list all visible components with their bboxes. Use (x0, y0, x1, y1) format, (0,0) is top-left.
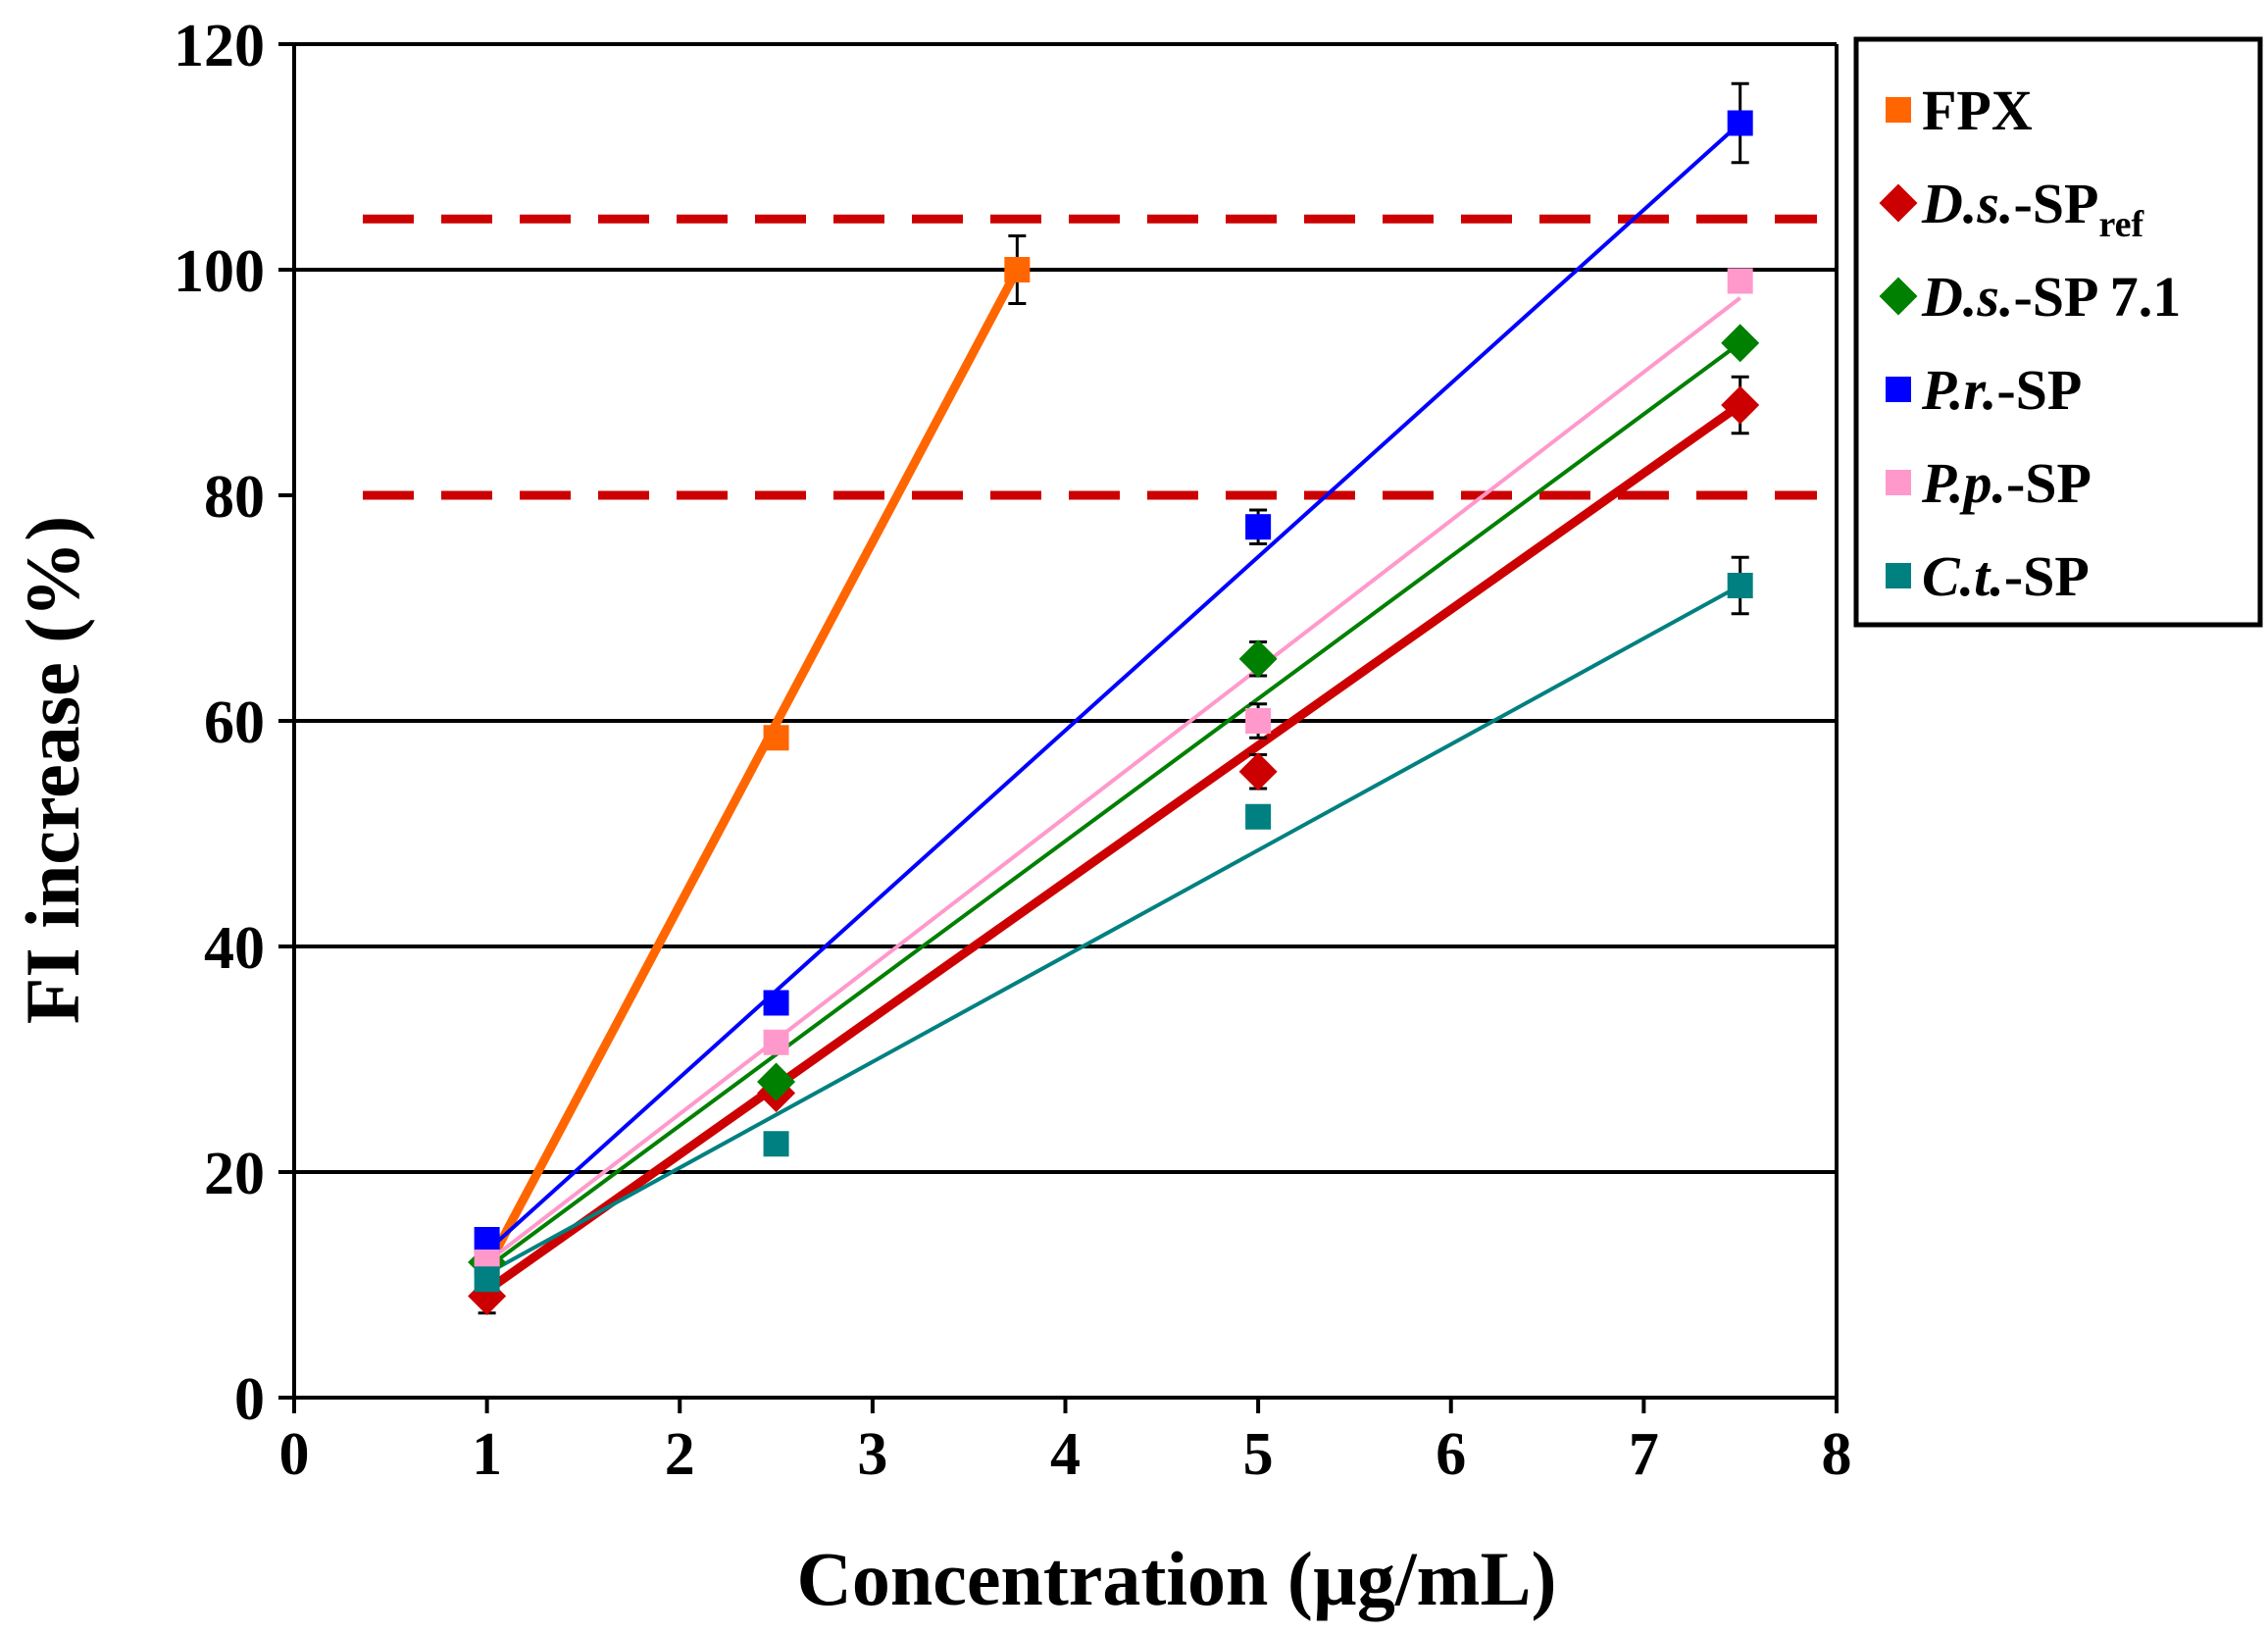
legend: FPX D.s.-SPref D.s.-SP 7.1 P.r.-SP P.p.-SP C.… (1853, 36, 2263, 628)
y-axis-title: FI increase (%) (10, 516, 95, 1024)
y-tick-label-100: 100 (174, 238, 265, 305)
data-point-p-p-sp-1 (763, 1029, 789, 1055)
y-tick-label-60: 60 (204, 689, 265, 756)
fit-line-p-p-sp (485, 296, 1741, 1264)
legend-marker-d-s-sp-7-1 (1879, 277, 1918, 316)
x-tick-label-2: 2 (665, 1421, 695, 1488)
y-tick-label-120: 120 (174, 13, 265, 79)
x-tick-label-3: 3 (857, 1421, 887, 1488)
x-tick-label-7: 7 (1629, 1421, 1659, 1488)
x-tick-label-6: 6 (1436, 1421, 1466, 1488)
data-point-c-t-sp-2 (1245, 803, 1272, 830)
legend-label-p-p-sp: P.p.-SP (1921, 451, 2092, 515)
data-points (468, 110, 1760, 1315)
legend-marker-p-p-sp (1886, 470, 1911, 495)
y-tick-label-80: 80 (204, 464, 265, 531)
data-point-p-r-sp-3 (1727, 110, 1753, 136)
legend-label-p-r-sp: P.r.-SP (1921, 358, 2082, 422)
fit-lines (482, 122, 1743, 1295)
legend-marker-p-r-sp (1886, 377, 1911, 402)
data-point-d-s-sp-7-1-1 (757, 1062, 796, 1101)
data-point-d-s-sp-7-1-3 (1721, 324, 1760, 363)
x-tick-label-0: 0 (279, 1421, 310, 1488)
x-axis-title: Concentration (µg/mL) (796, 1536, 1556, 1621)
data-point-c-t-sp-1 (763, 1131, 789, 1157)
data-point-p-p-sp-2 (1245, 708, 1272, 734)
legend-item-p-p-sp: P.p.-SP (1886, 451, 2092, 515)
legend-marker-c-t-sp (1886, 563, 1911, 588)
legend-box (1853, 36, 2263, 628)
legend-item-d-s-spref: D.s.-SPref (1879, 172, 2145, 245)
legend-label-c-t-sp: C.t.-SP (1922, 544, 2090, 608)
data-point-fpx-2 (1004, 257, 1031, 282)
data-point-p-p-sp-3 (1727, 268, 1753, 294)
data-point-c-t-sp-0 (474, 1266, 500, 1293)
data-point-fpx-1 (763, 725, 789, 751)
data-point-d-s-spref-2 (1238, 752, 1278, 791)
tick-labels: 0 20 40 60 80 100 120 0 1 2 3 4 5 6 7 8 (174, 13, 1852, 1488)
x-tick-label-1: 1 (472, 1421, 502, 1488)
legend-marker-fpx (1886, 97, 1911, 123)
y-tick-label-20: 20 (204, 1141, 265, 1207)
legend-marker-d-s-spref (1879, 183, 1918, 223)
legend-item-p-r-sp: P.r.-SP (1886, 358, 2082, 422)
x-tick-label-4: 4 (1050, 1421, 1081, 1488)
data-point-d-s-sp-7-1-2 (1238, 639, 1278, 679)
y-tick-label-0: 0 (234, 1366, 265, 1433)
x-tick-label-8: 8 (1822, 1421, 1852, 1488)
data-point-d-s-spref-3 (1721, 385, 1760, 425)
legend-item-d-s-sp-7-1: D.s.-SP 7.1 (1879, 265, 2181, 329)
legend-item-fpx: FPX (1886, 78, 2033, 142)
reference-lines (363, 214, 1817, 500)
fit-line-fpx (482, 267, 1022, 1270)
data-point-p-r-sp-0 (474, 1227, 500, 1252)
data-point-p-r-sp-1 (763, 990, 789, 1016)
fit-line-c-t-sp (485, 584, 1741, 1276)
legend-label-d-s-sp-7-1: D.s.-SP 7.1 (1921, 265, 2181, 329)
legend-label-fpx: FPX (1922, 78, 2033, 142)
data-point-c-t-sp-3 (1727, 573, 1753, 598)
fit-line-p-r-sp (485, 122, 1742, 1252)
fit-line-d-s-sp-7-1 (485, 341, 1741, 1270)
axes (278, 42, 1839, 1413)
legend-item-c-t-sp: C.t.-SP (1886, 544, 2090, 608)
x-tick-label-5: 5 (1243, 1421, 1274, 1488)
grid-lines (294, 268, 1837, 1174)
legend-label-d-s-spref: D.s.-SPref (1921, 172, 2145, 245)
data-point-p-r-sp-2 (1245, 514, 1272, 540)
y-tick-label-40: 40 (204, 915, 265, 982)
fit-line-d-s-spref (484, 401, 1743, 1295)
